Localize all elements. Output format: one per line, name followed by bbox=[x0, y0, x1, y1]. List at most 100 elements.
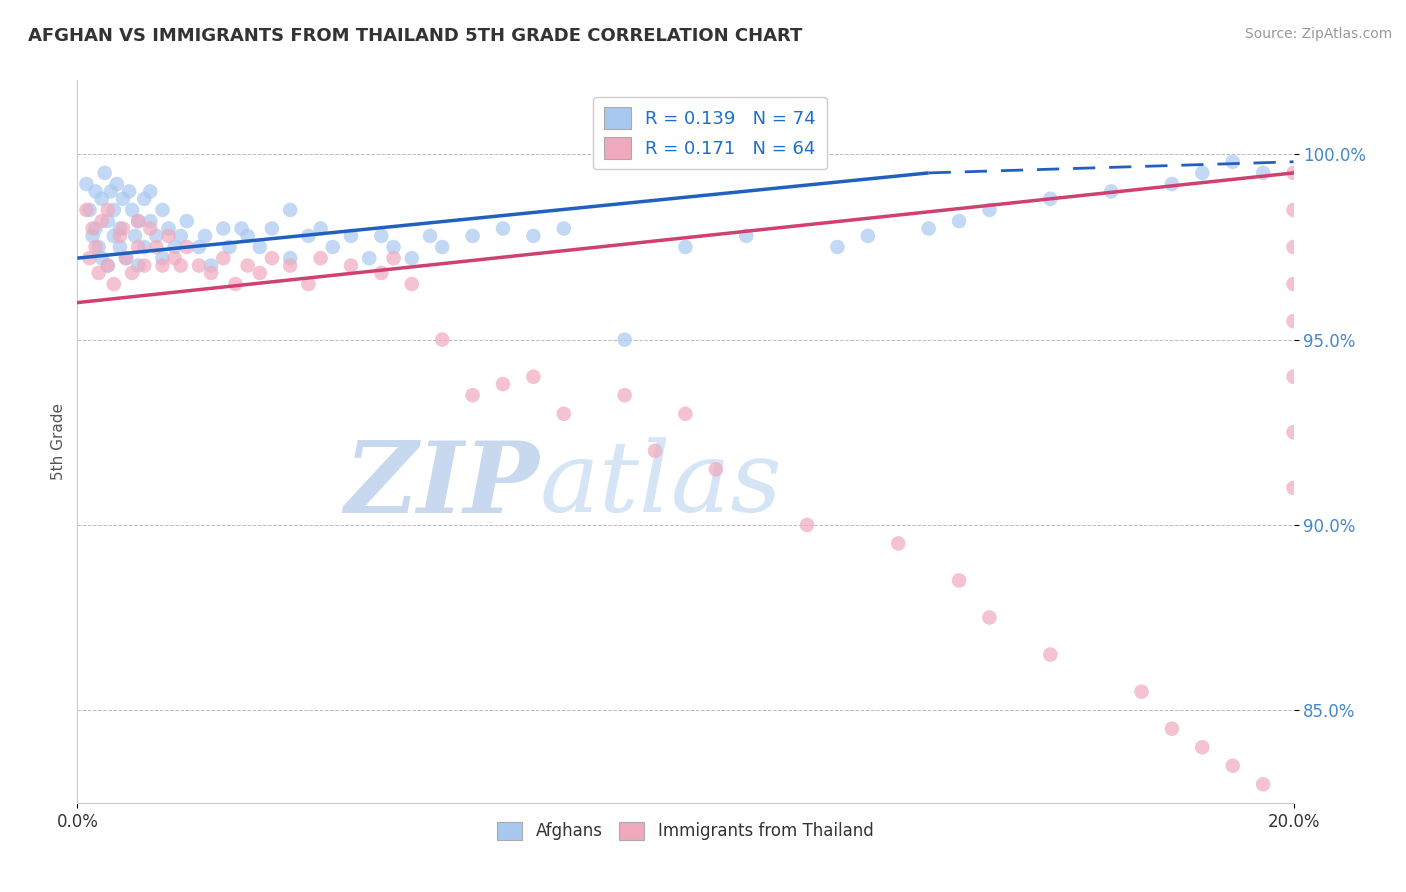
Point bbox=[152, 251, 174, 265]
Point bbox=[382, 240, 405, 254]
Point bbox=[127, 214, 149, 228]
Point bbox=[1191, 740, 1213, 755]
Point bbox=[796, 517, 818, 532]
Point bbox=[1099, 185, 1122, 199]
Point bbox=[309, 221, 332, 235]
Point bbox=[492, 377, 515, 392]
Point bbox=[108, 228, 131, 243]
Point bbox=[87, 240, 110, 254]
Point bbox=[249, 266, 271, 280]
Point bbox=[134, 240, 156, 254]
Point bbox=[194, 228, 217, 243]
Point bbox=[1161, 177, 1184, 191]
Point bbox=[97, 214, 120, 228]
Point bbox=[79, 251, 101, 265]
Point bbox=[370, 228, 392, 243]
Point bbox=[82, 228, 104, 243]
Point bbox=[231, 221, 253, 235]
Point bbox=[260, 251, 283, 265]
Point bbox=[918, 221, 941, 235]
Point bbox=[735, 228, 758, 243]
Point bbox=[157, 221, 180, 235]
Point bbox=[675, 240, 697, 254]
Point bbox=[103, 277, 125, 291]
Point bbox=[121, 202, 143, 217]
Point bbox=[103, 228, 125, 243]
Point bbox=[97, 259, 120, 273]
Point bbox=[127, 259, 149, 273]
Point bbox=[200, 259, 222, 273]
Text: Source: ZipAtlas.com: Source: ZipAtlas.com bbox=[1244, 27, 1392, 41]
Point bbox=[111, 192, 134, 206]
Point bbox=[613, 333, 636, 347]
Point bbox=[340, 259, 363, 273]
Text: AFGHAN VS IMMIGRANTS FROM THAILAND 5TH GRADE CORRELATION CHART: AFGHAN VS IMMIGRANTS FROM THAILAND 5TH G… bbox=[28, 27, 803, 45]
Point bbox=[522, 369, 544, 384]
Point bbox=[1039, 648, 1062, 662]
Point bbox=[100, 185, 122, 199]
Point bbox=[111, 221, 134, 235]
Point bbox=[97, 259, 120, 273]
Text: ZIP: ZIP bbox=[344, 437, 540, 533]
Point bbox=[93, 166, 115, 180]
Point bbox=[170, 259, 193, 273]
Point bbox=[297, 277, 319, 291]
Point bbox=[430, 240, 453, 254]
Point bbox=[948, 214, 970, 228]
Point bbox=[84, 185, 107, 199]
Point bbox=[84, 221, 107, 235]
Point bbox=[948, 574, 970, 588]
Point bbox=[1282, 277, 1305, 291]
Point bbox=[461, 228, 484, 243]
Point bbox=[145, 240, 167, 254]
Point bbox=[108, 221, 131, 235]
Point bbox=[212, 221, 235, 235]
Point bbox=[1039, 192, 1062, 206]
Point bbox=[1222, 758, 1244, 772]
Point bbox=[163, 240, 186, 254]
Point bbox=[97, 202, 120, 217]
Point bbox=[979, 610, 1001, 624]
Point bbox=[430, 333, 453, 347]
Point bbox=[278, 251, 301, 265]
Point bbox=[856, 228, 879, 243]
Point bbox=[127, 240, 149, 254]
Point bbox=[278, 202, 301, 217]
Point bbox=[176, 214, 198, 228]
Point bbox=[1282, 481, 1305, 495]
Point bbox=[200, 266, 222, 280]
Point bbox=[84, 240, 107, 254]
Point bbox=[370, 266, 392, 280]
Point bbox=[139, 214, 162, 228]
Point bbox=[359, 251, 381, 265]
Point bbox=[188, 240, 211, 254]
Point bbox=[236, 228, 259, 243]
Point bbox=[115, 251, 138, 265]
Point bbox=[105, 177, 128, 191]
Y-axis label: 5th Grade: 5th Grade bbox=[51, 403, 66, 480]
Point bbox=[492, 221, 515, 235]
Point bbox=[236, 259, 259, 273]
Point bbox=[249, 240, 271, 254]
Text: atlas: atlas bbox=[540, 437, 782, 533]
Point bbox=[1161, 722, 1184, 736]
Legend: Afghans, Immigrants from Thailand: Afghans, Immigrants from Thailand bbox=[489, 814, 882, 848]
Point bbox=[1282, 369, 1305, 384]
Point bbox=[675, 407, 697, 421]
Point bbox=[90, 192, 112, 206]
Point bbox=[145, 228, 167, 243]
Point bbox=[644, 443, 666, 458]
Point bbox=[1282, 314, 1305, 328]
Point bbox=[134, 192, 156, 206]
Point bbox=[1251, 166, 1274, 180]
Point bbox=[1282, 202, 1305, 217]
Point bbox=[1222, 154, 1244, 169]
Point bbox=[401, 251, 423, 265]
Point bbox=[218, 240, 240, 254]
Point bbox=[127, 214, 149, 228]
Point bbox=[176, 240, 198, 254]
Point bbox=[115, 251, 138, 265]
Point bbox=[553, 221, 575, 235]
Point bbox=[1282, 240, 1305, 254]
Point bbox=[1251, 777, 1274, 791]
